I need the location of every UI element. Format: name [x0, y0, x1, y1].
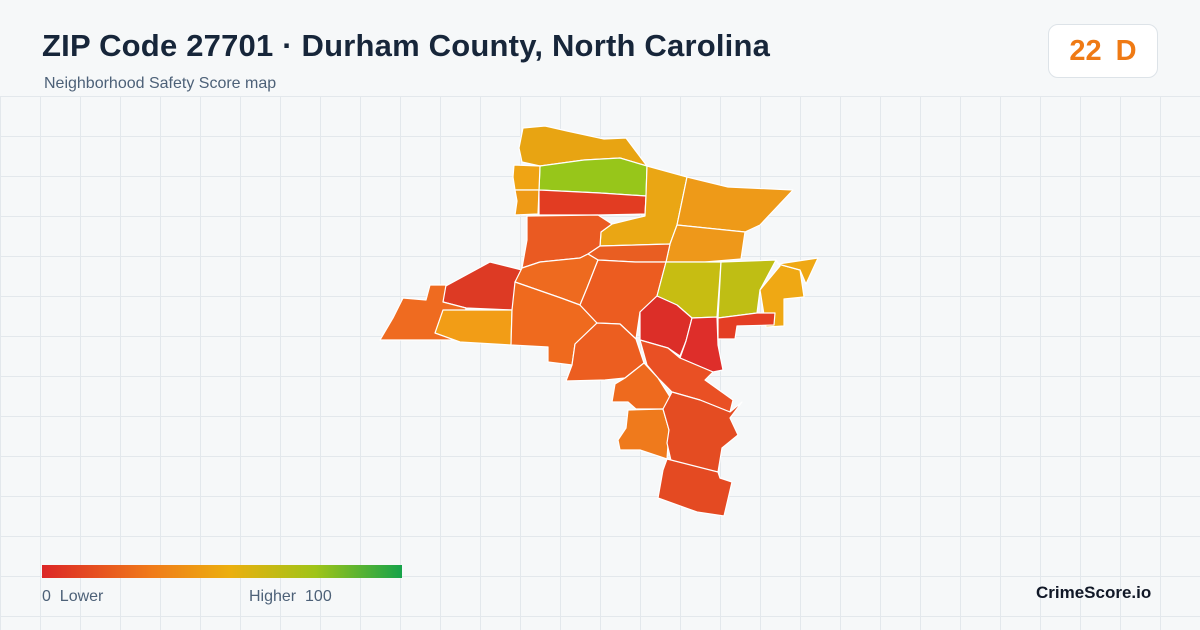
legend-max-label: Higher 100	[249, 588, 332, 606]
legend-min-value: 0	[42, 588, 51, 605]
region-east-center-red[interactable]	[639, 295, 693, 357]
region-south-east[interactable]	[662, 391, 743, 473]
legend-min-label: 0 Lower	[42, 588, 103, 606]
region-center-north[interactable]	[587, 243, 671, 263]
page-title: ZIP Code 27701 · Durham County, North Ca…	[42, 28, 771, 63]
region-west-southwest[interactable]	[434, 309, 513, 346]
region-east-olive-b[interactable]	[717, 259, 777, 319]
region-northeast-lower[interactable]	[665, 224, 746, 263]
legend-max-text: Higher	[249, 588, 297, 605]
region-east-center-red-b[interactable]	[679, 316, 724, 373]
region-south[interactable]	[657, 458, 733, 517]
region-northwest-small-a[interactable]	[512, 164, 541, 191]
region-east-far-top[interactable]	[777, 257, 819, 285]
region-northeast[interactable]	[676, 176, 794, 233]
safety-score-badge: 22 D	[1048, 24, 1158, 78]
score-grade: D	[1115, 34, 1137, 67]
page-subtitle: Neighborhood Safety Score map	[44, 75, 277, 92]
region-center-west-red[interactable]	[442, 261, 523, 311]
region-south-small-b[interactable]	[617, 408, 670, 460]
region-northwest-small-b[interactable]	[514, 189, 540, 216]
region-center-south[interactable]	[565, 322, 645, 382]
legend-min-text: Lower	[59, 588, 104, 605]
legend-max-value: 100	[305, 588, 332, 605]
legend-color-scale	[42, 565, 402, 578]
brand-logo-text[interactable]: CrimeScore.io	[1036, 583, 1152, 602]
score-value: 22	[1069, 34, 1102, 67]
region-east-red[interactable]	[717, 312, 776, 340]
